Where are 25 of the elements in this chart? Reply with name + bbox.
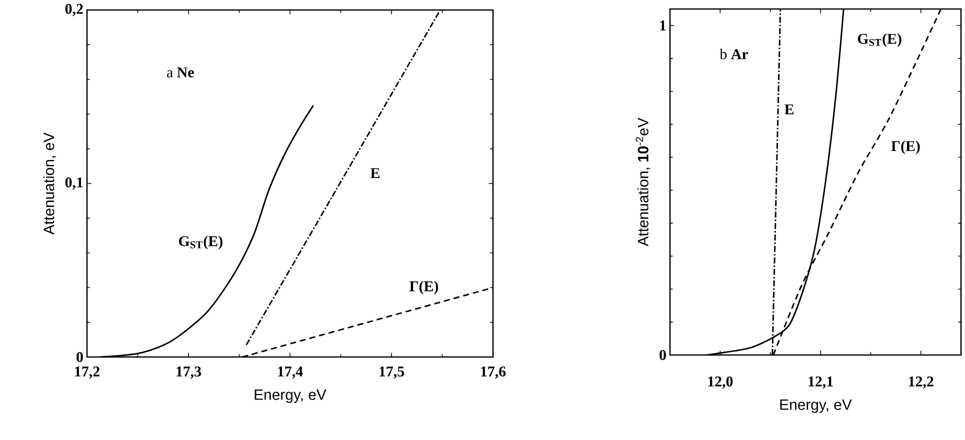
series-label: E — [784, 104, 794, 114]
x-tick-label: 17,5 — [380, 366, 404, 379]
series-label: G$_{ST}$(E) — [858, 33, 902, 47]
x-tick-label: 12,0 — [708, 376, 733, 389]
y-tick-label: 0 — [660, 350, 666, 360]
series-label: Γ(E) — [410, 280, 438, 294]
annotation: b Ar — [720, 48, 748, 60]
x-tick-label: 17,4 — [278, 366, 303, 379]
x-axis-title: Energy, eV — [780, 400, 852, 413]
x-tick-label: 17,6 — [481, 366, 506, 379]
x-axis-title: Energy, eV — [254, 390, 326, 403]
y-axis-title: Attenuation, eV — [43, 132, 56, 235]
series-label: G$_{ST}$(E) — [178, 236, 222, 250]
x-tick-label: 17,3 — [176, 366, 202, 379]
annotation: a Ne — [167, 67, 194, 78]
series-label: Γ(E) — [891, 140, 920, 154]
x-tick-label: 17,2 — [75, 366, 100, 379]
y-axis-title: Attenuation, 10$^{-2}$eV — [636, 118, 650, 246]
y-tick-label: 0,1 — [65, 177, 83, 190]
x-tick-label: 12,2 — [909, 376, 934, 389]
y-tick-label: 0 — [76, 352, 83, 362]
series-label: E — [370, 168, 380, 178]
y-tick-label: 0,2 — [65, 4, 83, 16]
y-tick-label: 1 — [660, 20, 666, 30]
x-tick-label: 12,1 — [808, 376, 833, 389]
